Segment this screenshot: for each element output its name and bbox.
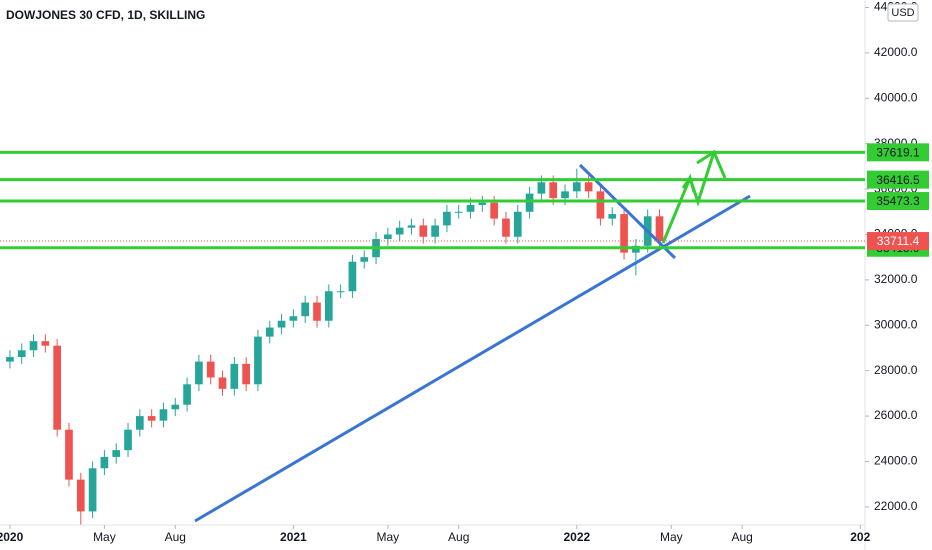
candle-body (277, 320, 286, 328)
candle-body (76, 479, 85, 512)
candle-body (88, 468, 97, 512)
level-badge (867, 170, 929, 189)
y-tick-label: 32000.0 (874, 272, 918, 286)
candle-body (265, 327, 274, 337)
x-tick-label: Aug (731, 530, 752, 544)
candle-body (608, 214, 617, 219)
candle-body (584, 182, 593, 192)
y-tick-label: 24000.0 (874, 454, 918, 468)
candle-body (135, 416, 144, 430)
candle-body (348, 261, 357, 292)
candle-body (525, 193, 534, 212)
candle-body (454, 211, 463, 213)
candle-body (549, 182, 558, 199)
x-tick-label: May (377, 530, 400, 544)
candle-body (65, 429, 73, 480)
candle-body (407, 225, 416, 228)
level-label: 37619.1 (876, 146, 920, 160)
currency-badge (887, 3, 919, 22)
candle-body (289, 316, 298, 321)
candle-body (395, 227, 404, 235)
last-price-badge (867, 232, 929, 251)
candle-body (230, 363, 239, 389)
candle-body (218, 377, 227, 389)
candle-body (384, 234, 392, 240)
x-tick-label: May (93, 530, 116, 544)
candle-body (561, 191, 569, 199)
candle-body (171, 404, 180, 410)
candle-body (431, 225, 439, 237)
candle-body (360, 257, 369, 262)
candle-body (159, 409, 168, 421)
candle-body (502, 218, 510, 237)
candle-body (195, 361, 203, 385)
currency-label: USD (891, 7, 914, 19)
candle-body (572, 182, 581, 192)
x-tick-label: Aug (448, 530, 469, 544)
candle-body (313, 302, 321, 321)
candle-body (490, 202, 498, 219)
candle-body (112, 450, 121, 457)
candle-body (206, 361, 215, 378)
last-price-label: 33711.4 (877, 234, 920, 248)
candle-body (655, 216, 664, 242)
x-tick-label: Aug (165, 530, 186, 544)
level-badge (867, 143, 929, 162)
candle-body (301, 302, 310, 317)
candle-body (183, 384, 191, 405)
candle-body (254, 336, 262, 385)
candle-body (53, 345, 62, 430)
candle-body (443, 211, 451, 226)
x-tick-label: 202 (850, 530, 870, 544)
candle-body (596, 191, 605, 219)
candle-body (336, 291, 345, 293)
candle-body (324, 291, 333, 321)
candle-body (466, 204, 475, 212)
candle-body (513, 211, 522, 237)
candle-body (537, 182, 546, 194)
y-tick-label: 30000.0 (874, 317, 918, 331)
x-tick-label: May (660, 530, 683, 544)
level-badge (867, 192, 929, 211)
y-tick-label: 22000.0 (874, 499, 918, 513)
candle-body (620, 214, 628, 253)
candle-body (478, 202, 487, 205)
candle-body (29, 341, 38, 351)
y-tick-label: 28000.0 (874, 363, 918, 377)
candle-body (41, 341, 50, 346)
y-tick-label: 42000.0 (874, 45, 918, 59)
x-tick-label: 2020 (0, 530, 24, 544)
arrow-head (681, 174, 696, 193)
x-tick-label: 2021 (280, 530, 307, 544)
candle-body (419, 225, 428, 237)
level-label: 35473.3 (876, 194, 920, 208)
chart-title: DOWJONES 30 CFD, 1D, SKILLING (6, 8, 205, 22)
trendline (194, 194, 751, 523)
level-label: 36416.5 (876, 173, 920, 187)
candle-body (147, 416, 156, 421)
candle-body (17, 350, 26, 358)
candle-body (124, 429, 132, 451)
candle-body (100, 456, 109, 469)
x-tick-label: 2022 (563, 530, 590, 544)
candle-body (242, 363, 250, 385)
candle-body (6, 357, 14, 362)
y-tick-label: 40000.0 (874, 90, 918, 104)
y-tick-label: 26000.0 (874, 408, 918, 422)
